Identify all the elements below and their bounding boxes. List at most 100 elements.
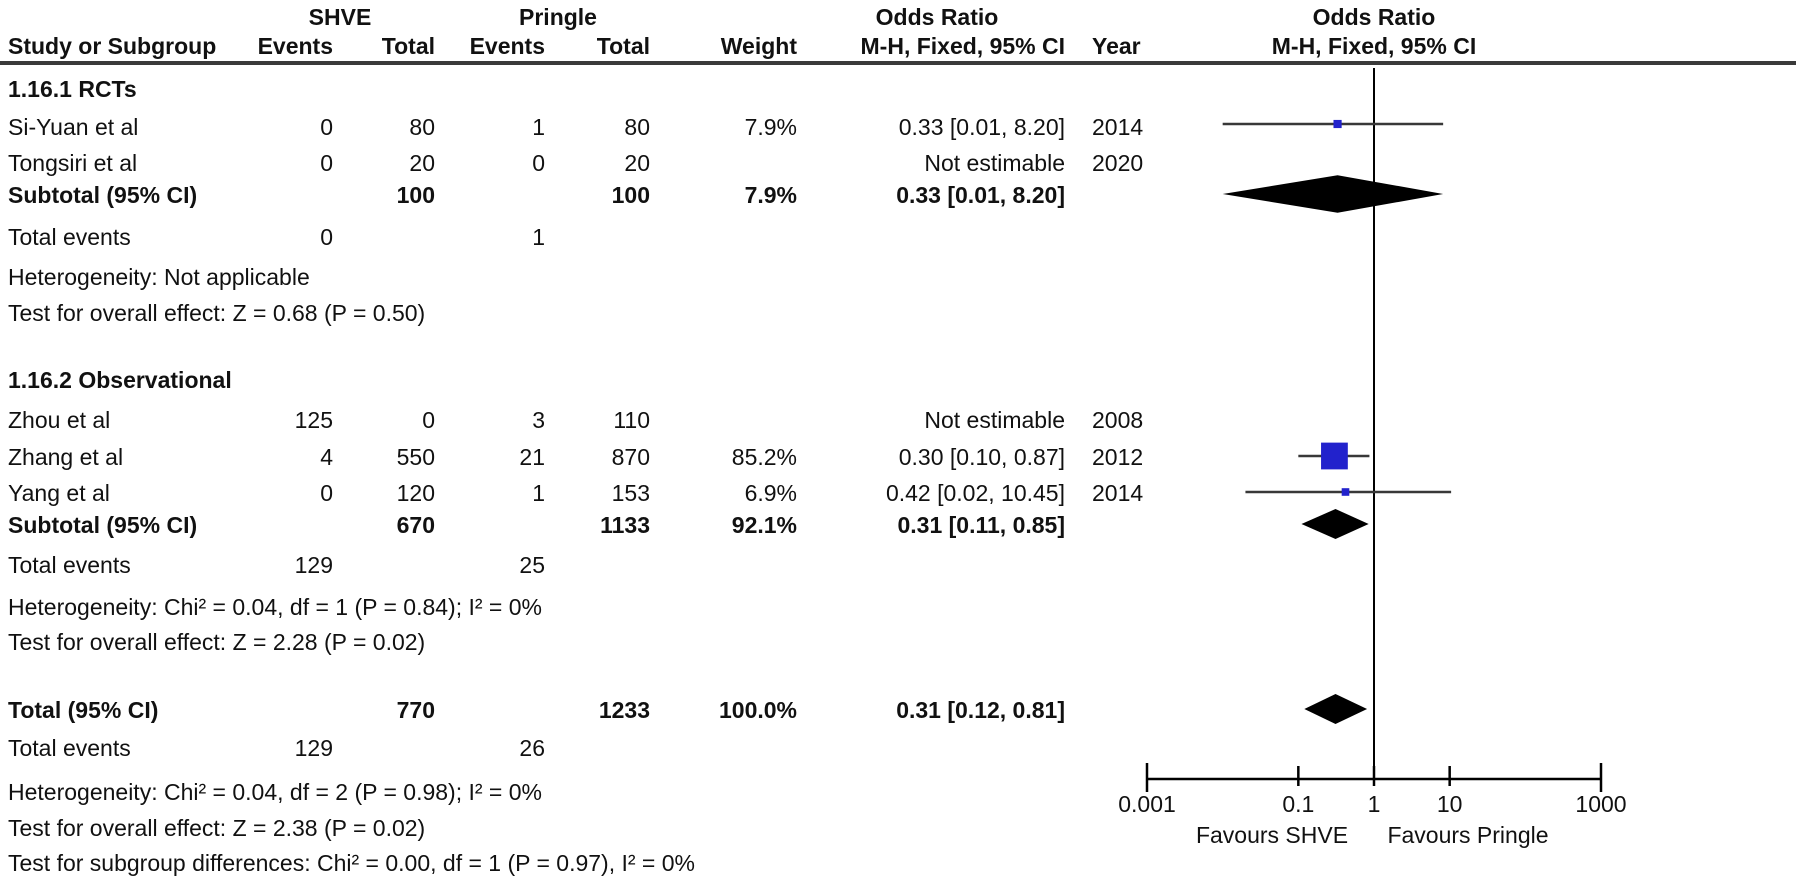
pringle-total-cell: 153: [611, 480, 650, 506]
shve-events-cell: 0: [320, 150, 333, 176]
study-name: Zhou et al: [8, 407, 111, 433]
group-header-odds-ratio-table: Odds Ratio: [875, 4, 999, 30]
overall-effect-row: Test for overall effect: Z = 2.38 (P = 0…: [0, 813, 1800, 843]
total-events-label: Total events: [8, 224, 131, 250]
group-header-pringle: Pringle: [519, 4, 597, 30]
header-separator-line: [0, 61, 1796, 65]
total-events-shve: 129: [294, 735, 333, 761]
shve-total-cell: 550: [396, 444, 435, 470]
or-ci-cell: 0.42 [0.02, 10.45]: [885, 480, 1065, 506]
shve-events-cell: 4: [320, 444, 333, 470]
overall-effect-row: Test for overall effect: Z = 2.28 (P = 0…: [0, 627, 1800, 657]
grand-total-row: Total (95% CI) 770 1233 100.0% 0.31 [0.1…: [0, 695, 1800, 725]
total-events-row: Total events 0 1: [0, 222, 1800, 252]
heterogeneity-row: Heterogeneity: Chi² = 0.04, df = 2 (P = …: [0, 777, 1800, 807]
total-events-row: Total events 129 26: [0, 733, 1800, 763]
shve-events-cell: 0: [320, 480, 333, 506]
weight-cell: 7.9%: [744, 182, 797, 208]
heterogeneity-row: Heterogeneity: Not applicable: [0, 262, 1800, 292]
pringle-events-cell: 0: [532, 150, 545, 176]
pringle-events-cell: 3: [532, 407, 545, 433]
overall-effect-row: Test for overall effect: Z = 0.68 (P = 0…: [0, 298, 1800, 328]
overall-effect-text: Test for overall effect: Z = 2.38 (P = 0…: [8, 815, 426, 841]
year-cell: 2020: [1092, 150, 1144, 176]
subtotal-row: Subtotal (95% CI) 100 100 7.9% 0.33 [0.0…: [0, 180, 1800, 210]
shve-events-cell: 125: [294, 407, 333, 433]
subtotal-label: Subtotal (95% CI): [8, 512, 198, 538]
shve-total-cell: 120: [396, 480, 435, 506]
shve-events-cell: 0: [320, 114, 333, 140]
subtotal-row: Subtotal (95% CI) 670 1133 92.1% 0.31 [0…: [0, 510, 1800, 540]
heterogeneity-row: Heterogeneity: Chi² = 0.04, df = 1 (P = …: [0, 592, 1800, 622]
col-header-mh-ci-plot: M-H, Fixed, 95% CI: [1271, 33, 1477, 59]
study-name: Zhang et al: [8, 444, 124, 470]
or-ci-cell: 0.31 [0.11, 0.85]: [897, 512, 1065, 538]
subgroup-differences-text: Test for subgroup differences: Chi² = 0.…: [8, 850, 695, 876]
weight-cell: 100.0%: [718, 697, 797, 723]
pringle-events-cell: 21: [519, 444, 545, 470]
pringle-total-cell: 20: [624, 150, 650, 176]
col-header-study: Study or Subgroup: [8, 33, 217, 59]
shve-total-cell: 670: [396, 512, 435, 538]
shve-total-cell: 770: [396, 697, 435, 723]
col-header-pringle-total: Total: [596, 33, 650, 59]
heterogeneity-text: Heterogeneity: Not applicable: [8, 264, 310, 290]
weight-cell: 7.9%: [744, 114, 797, 140]
group-header-odds-ratio-plot: Odds Ratio: [1312, 4, 1436, 30]
col-header-weight: Weight: [720, 33, 797, 59]
heterogeneity-text: Heterogeneity: Chi² = 0.04, df = 1 (P = …: [8, 594, 542, 620]
year-cell: 2008: [1092, 407, 1144, 433]
pringle-total-cell: 1133: [600, 512, 650, 538]
subtotal-label: Subtotal (95% CI): [8, 182, 198, 208]
subgroup-title-row: 1.16.2 Observational: [0, 365, 1800, 395]
total-events-shve: 129: [294, 552, 333, 578]
heterogeneity-text: Heterogeneity: Chi² = 0.04, df = 2 (P = …: [8, 779, 542, 805]
subgroup-title: 1.16.2 Observational: [8, 367, 232, 393]
study-row: Si-Yuan et al 0 80 1 80 7.9% 0.33 [0.01,…: [0, 112, 1800, 142]
or-ci-cell: Not estimable: [924, 407, 1065, 433]
or-ci-cell: 0.33 [0.01, 8.20]: [896, 182, 1065, 208]
pringle-total-cell: 100: [611, 182, 650, 208]
study-name: Si-Yuan et al: [8, 114, 139, 140]
col-header-pringle-events: Events: [469, 33, 545, 59]
or-ci-cell: 0.30 [0.10, 0.87]: [898, 444, 1065, 470]
subgroup-title: 1.16.1 RCTs: [8, 76, 137, 102]
year-cell: 2012: [1092, 444, 1144, 470]
study-row: Zhou et al 125 0 3 110 Not estimable 200…: [0, 405, 1800, 435]
pringle-events-cell: 1: [532, 480, 545, 506]
pringle-events-cell: 1: [532, 114, 545, 140]
overall-effect-text: Test for overall effect: Z = 2.28 (P = 0…: [8, 629, 426, 655]
shve-total-cell: 80: [409, 114, 435, 140]
total-events-pringle: 1: [532, 224, 545, 250]
group-header-shve: SHVE: [308, 4, 372, 30]
weight-cell: 6.9%: [744, 480, 797, 506]
col-header-year: Year: [1092, 33, 1141, 59]
shve-total-cell: 0: [422, 407, 435, 433]
col-header-mh-ci: M-H, Fixed, 95% CI: [860, 33, 1065, 59]
total-events-pringle: 26: [519, 735, 545, 761]
study-row: Zhang et al 4 550 21 870 85.2% 0.30 [0.1…: [0, 442, 1800, 472]
study-name: Tongsiri et al: [8, 150, 138, 176]
group-header-row: SHVE Pringle Odds Ratio Odds Ratio: [0, 2, 1800, 32]
study-row: Yang et al 0 120 1 153 6.9% 0.42 [0.02, …: [0, 478, 1800, 508]
pringle-total-cell: 870: [611, 444, 650, 470]
col-header-shve-total: Total: [381, 33, 435, 59]
pringle-total-cell: 110: [613, 407, 650, 433]
col-header-shve-events: Events: [257, 33, 333, 59]
weight-cell: 85.2%: [731, 444, 797, 470]
or-ci-cell: 0.33 [0.01, 8.20]: [898, 114, 1065, 140]
total-events-row: Total events 129 25: [0, 550, 1800, 580]
year-cell: 2014: [1092, 114, 1144, 140]
total-events-label: Total events: [8, 735, 131, 761]
study-row: Tongsiri et al 0 20 0 20 Not estimable 2…: [0, 148, 1800, 178]
total-events-pringle: 25: [519, 552, 545, 578]
weight-cell: 92.1%: [731, 512, 797, 538]
column-header-row: Study or Subgroup Events Total Events To…: [0, 31, 1800, 61]
total-events-label: Total events: [8, 552, 131, 578]
year-cell: 2014: [1092, 480, 1144, 506]
study-name: Yang et al: [8, 480, 110, 506]
shve-total-cell: 20: [409, 150, 435, 176]
pringle-total-cell: 1233: [598, 697, 650, 723]
total-label: Total (95% CI): [8, 697, 159, 723]
